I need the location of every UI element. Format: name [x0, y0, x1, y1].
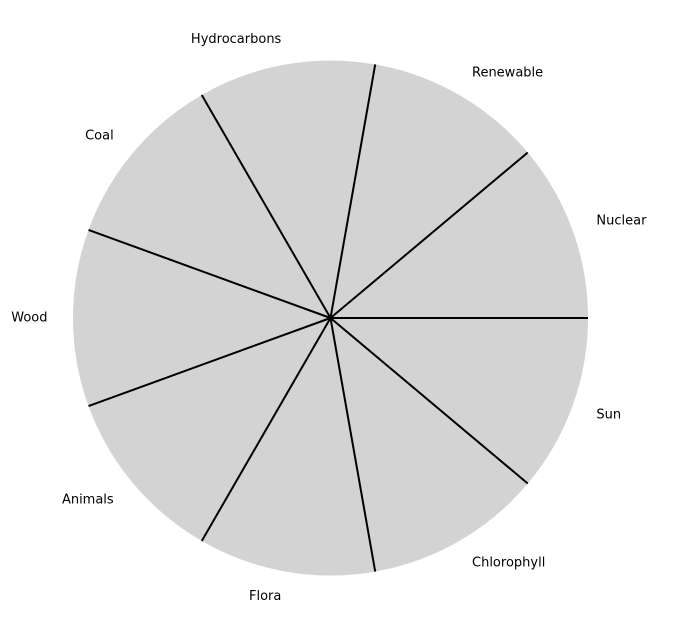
- slice-edge-animals: [88, 317, 331, 408]
- slice-edge-sun: [329, 317, 529, 485]
- slice-edge-coal: [200, 94, 332, 319]
- slice-label-nuclear: Nuclear: [596, 214, 647, 229]
- slice-label-chlorophyll: Chlorophyll: [472, 556, 545, 571]
- slice-label-hydrocarbons: Hydrocarbons: [191, 32, 282, 47]
- pie-slice-chlorophyll: [330, 318, 528, 572]
- slice-edge-flora: [200, 317, 332, 542]
- slices-layer: [73, 60, 588, 576]
- slice-edge-wood: [88, 228, 331, 319]
- pie-slice-coal: [88, 94, 331, 318]
- pie-slice-hydrocarbons: [201, 60, 376, 318]
- slice-label-coal: Coal: [85, 129, 114, 144]
- pie-slice-wood: [73, 229, 331, 407]
- pie-slice-nuclear: [330, 152, 588, 318]
- pie-slice-sun: [330, 318, 588, 484]
- labels-layer: Nuclear Renewable Hydrocarbons Coal Wood Anim…: [11, 32, 647, 604]
- pie-slice-animals: [88, 318, 331, 542]
- slice-edge-chlorophyll: [329, 317, 377, 572]
- slice-label-wood: Wood: [11, 311, 47, 326]
- slice-label-sun: Sun: [596, 407, 621, 422]
- slice-edge-renewable: [329, 151, 529, 319]
- pie-slice-flora: [201, 318, 376, 576]
- edges-layer: [88, 64, 588, 572]
- slice-edge-hydrocarbons: [329, 64, 377, 319]
- pie-slice-renewable: [330, 64, 528, 318]
- slice-label-animals: Animals: [62, 492, 114, 507]
- slice-label-renewable: Renewable: [472, 65, 543, 80]
- slice-label-flora: Flora: [249, 589, 281, 604]
